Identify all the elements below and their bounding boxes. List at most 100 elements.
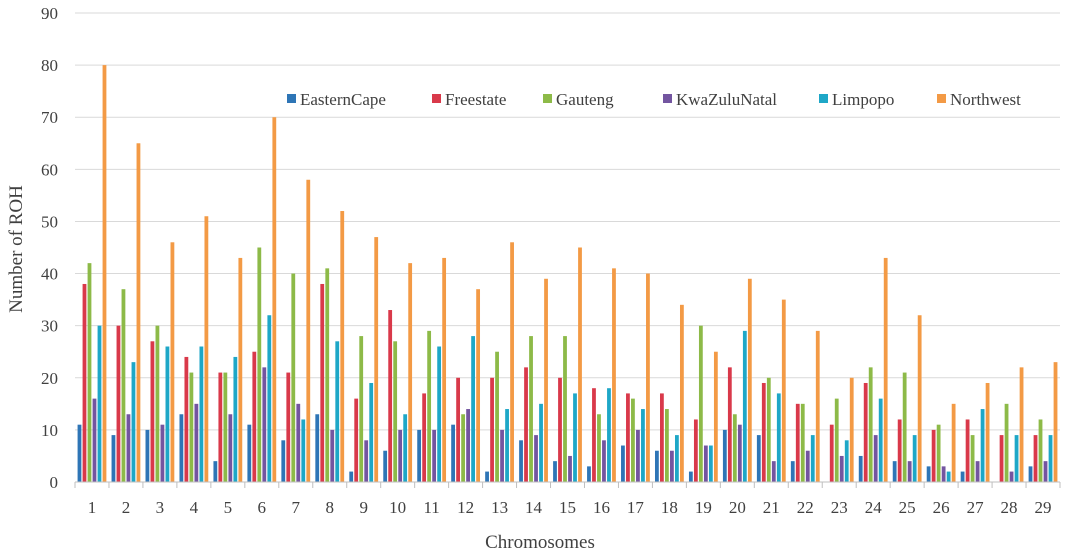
bar xyxy=(296,403,301,482)
bar xyxy=(111,435,116,482)
bar xyxy=(960,471,965,482)
bar xyxy=(669,450,674,482)
x-tick-label: 13 xyxy=(491,498,508,517)
bar xyxy=(965,419,970,482)
bar xyxy=(771,461,776,482)
bar xyxy=(495,351,499,482)
bar xyxy=(926,466,931,482)
bar xyxy=(931,429,936,482)
bar xyxy=(573,393,577,482)
bar xyxy=(815,330,820,482)
bar xyxy=(116,325,121,482)
bar xyxy=(1048,435,1053,482)
bar xyxy=(451,424,456,482)
bar xyxy=(829,424,834,482)
bar xyxy=(917,315,922,482)
bar xyxy=(1004,403,1009,482)
bar xyxy=(1019,367,1024,482)
bar xyxy=(160,424,165,482)
bar xyxy=(87,263,92,482)
bar xyxy=(883,257,888,482)
y-tick-label: 80 xyxy=(41,56,58,75)
bar xyxy=(393,341,398,482)
bar xyxy=(1028,466,1033,482)
bar xyxy=(233,356,238,482)
bar xyxy=(646,273,650,482)
x-tick-label: 3 xyxy=(156,498,165,517)
bar xyxy=(912,435,917,482)
bar xyxy=(432,429,437,482)
bar xyxy=(999,435,1004,482)
bar xyxy=(427,330,432,482)
y-tick-label: 40 xyxy=(41,265,58,284)
bar xyxy=(985,382,990,482)
bar xyxy=(844,440,849,482)
x-tick-label: 11 xyxy=(423,498,439,517)
legend-item: Freestate xyxy=(432,90,506,109)
bar xyxy=(849,377,854,482)
y-axis-title: Number of ROH xyxy=(6,185,27,313)
bar xyxy=(349,471,354,482)
legend-label: Limpopo xyxy=(832,90,894,109)
x-tick-label: 15 xyxy=(559,498,576,517)
bar xyxy=(92,398,97,482)
bar xyxy=(369,382,374,482)
bar xyxy=(213,461,218,482)
bar xyxy=(936,424,941,482)
bar xyxy=(189,372,194,482)
bar xyxy=(756,435,761,482)
x-tick-label: 8 xyxy=(325,498,334,517)
y-tick-label: 10 xyxy=(41,421,58,440)
x-tick-label: 22 xyxy=(797,498,814,517)
bar xyxy=(834,398,839,482)
bar xyxy=(77,424,82,482)
x-tick-label: 12 xyxy=(457,498,474,517)
bar xyxy=(975,461,980,482)
bar xyxy=(897,419,902,482)
bar xyxy=(286,372,291,482)
bar xyxy=(946,471,951,482)
y-tick-label: 0 xyxy=(50,473,59,492)
bar xyxy=(795,403,800,482)
bar xyxy=(267,315,272,482)
bar xyxy=(607,388,611,482)
x-tick-label: 27 xyxy=(967,498,985,517)
bar xyxy=(223,372,228,482)
bar xyxy=(868,367,873,482)
bar xyxy=(839,455,844,482)
bar xyxy=(970,435,975,482)
bar xyxy=(636,429,640,482)
bar xyxy=(539,403,543,482)
bar xyxy=(1033,435,1038,482)
legend-swatch xyxy=(937,94,946,103)
bar xyxy=(727,367,732,482)
bar xyxy=(155,325,160,482)
bars xyxy=(77,65,1058,482)
bar xyxy=(272,117,277,482)
y-tick-label: 70 xyxy=(41,108,58,127)
bar xyxy=(485,471,489,482)
bar xyxy=(781,299,786,482)
legend-label: EasternCape xyxy=(300,90,386,109)
x-tick-label: 2 xyxy=(122,498,131,517)
bar xyxy=(544,278,548,482)
bar xyxy=(742,330,747,482)
y-tick-label: 60 xyxy=(41,160,58,179)
bar xyxy=(184,356,189,482)
bar xyxy=(408,263,413,482)
bar xyxy=(471,336,476,482)
bar xyxy=(320,283,325,482)
bar xyxy=(790,461,795,482)
bar xyxy=(228,414,233,482)
legend: EasternCape Freestate Gauteng KwaZuluNatal L… xyxy=(287,90,1021,109)
bar xyxy=(1009,471,1014,482)
bar xyxy=(364,440,369,482)
bar xyxy=(800,403,805,482)
bar xyxy=(810,435,815,482)
bar xyxy=(1014,435,1019,482)
bar xyxy=(126,414,131,482)
bar xyxy=(194,403,199,482)
bar xyxy=(941,466,946,482)
bar xyxy=(179,414,184,482)
bar xyxy=(708,445,713,482)
